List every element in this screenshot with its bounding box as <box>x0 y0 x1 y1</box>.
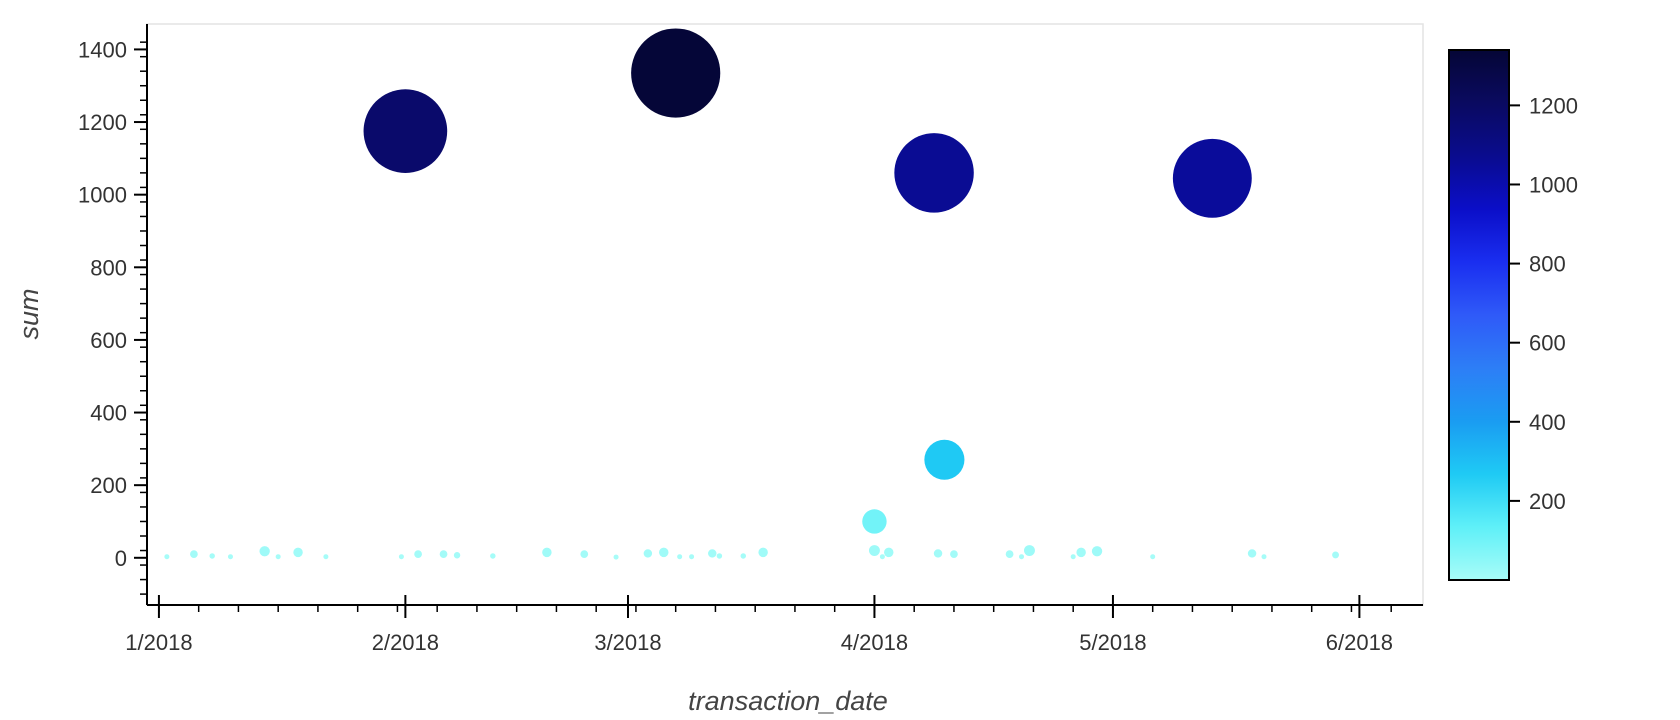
data-point <box>1019 554 1025 560</box>
data-point <box>613 554 619 560</box>
colorbar-tick-label: 1000 <box>1529 172 1578 197</box>
colorbar-fill <box>1449 50 1509 580</box>
data-point <box>542 547 552 558</box>
x-tick-label: 5/2018 <box>1079 630 1146 655</box>
data-point <box>363 89 448 173</box>
plot-area-frame <box>146 23 1424 606</box>
data-point <box>862 509 887 534</box>
data-point <box>414 550 422 559</box>
data-point <box>209 553 215 559</box>
data-point <box>758 547 768 558</box>
data-point <box>190 550 198 559</box>
data-point <box>708 549 717 558</box>
data-point <box>716 553 723 559</box>
data-point <box>1261 554 1267 560</box>
data-point <box>1247 549 1257 558</box>
data-point <box>689 554 695 560</box>
data-points <box>164 28 1339 560</box>
y-tick-label: 0 <box>115 546 127 571</box>
x-tick-label: 2/2018 <box>372 630 439 655</box>
y-tick-label: 1000 <box>78 183 127 208</box>
data-point <box>631 28 721 118</box>
data-point <box>398 554 404 560</box>
data-point <box>643 549 653 558</box>
data-point <box>868 545 880 556</box>
x-tick-label: 4/2018 <box>841 630 908 655</box>
data-point <box>490 553 496 559</box>
colorbar-tick-label: 600 <box>1529 331 1566 356</box>
data-point <box>259 546 270 557</box>
data-point <box>933 549 943 558</box>
colorbar-tick-label: 200 <box>1529 489 1566 514</box>
x-axis-ticks: 1/2018 2/2018 3/2018 4/2018 5/2018 6/2018 <box>125 595 1393 655</box>
x-axis-title: transaction_date <box>688 686 888 716</box>
x-tick-label: 1/2018 <box>125 630 192 655</box>
y-axis-ticks: 0 200 400 600 800 1000 1200 1400 <box>78 37 147 595</box>
data-point <box>884 547 894 558</box>
data-point <box>740 553 746 559</box>
data-point <box>293 547 303 558</box>
data-point <box>1005 550 1014 559</box>
data-point <box>677 554 683 560</box>
y-tick-label: 1200 <box>78 110 127 135</box>
data-point <box>879 554 885 560</box>
y-axis-title: sum <box>14 288 44 339</box>
data-point <box>1076 547 1086 558</box>
data-point <box>1091 546 1103 557</box>
data-point <box>659 547 669 558</box>
data-point <box>323 554 329 560</box>
data-point <box>453 552 461 559</box>
x-tick-label: 6/2018 <box>1326 630 1393 655</box>
data-point <box>164 554 170 560</box>
data-point <box>924 439 965 480</box>
data-point <box>580 550 589 559</box>
data-point <box>1332 551 1339 559</box>
data-point <box>894 133 974 213</box>
x-tick-label: 3/2018 <box>594 630 661 655</box>
colorbar-tick-label: 800 <box>1529 252 1566 277</box>
colorbar-frame <box>1448 49 1510 581</box>
data-point <box>950 550 958 559</box>
data-point <box>1172 138 1252 218</box>
data-point <box>1070 554 1076 560</box>
y-tick-label: 800 <box>90 255 127 280</box>
y-tick-label: 200 <box>90 473 127 498</box>
colorbar-tick-label: 400 <box>1529 410 1566 435</box>
colorbar-tick-label: 1200 <box>1529 93 1578 118</box>
y-tick-label: 400 <box>90 401 127 426</box>
data-point <box>1024 545 1035 556</box>
data-point <box>275 554 281 560</box>
data-point <box>1150 554 1156 560</box>
data-point <box>227 554 233 560</box>
y-tick-label: 600 <box>90 328 127 353</box>
data-point <box>439 550 448 559</box>
y-tick-label: 1400 <box>78 37 127 62</box>
colorbar-ticks: 200 400 600 800 1000 1200 <box>1509 93 1578 514</box>
